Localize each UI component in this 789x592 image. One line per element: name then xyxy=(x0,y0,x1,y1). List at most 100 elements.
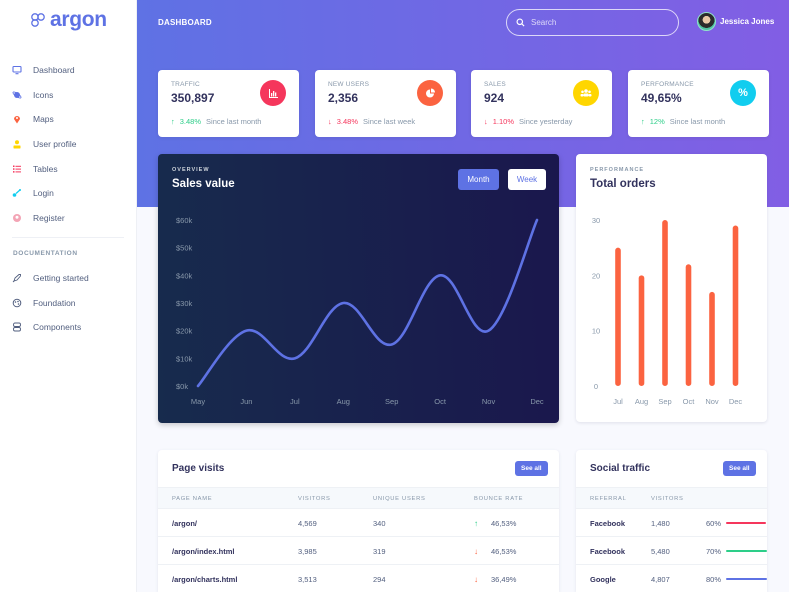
svg-text:Oct: Oct xyxy=(434,397,447,406)
sidebar-item-getting-started[interactable]: Getting started xyxy=(0,266,137,291)
circle-user-icon xyxy=(12,213,22,223)
bounce-rate: 46,53% xyxy=(491,519,517,528)
svg-text:$60k: $60k xyxy=(176,216,193,225)
sidebar-item-label: Maps xyxy=(33,114,54,125)
pin-icon xyxy=(12,114,22,124)
percent: 60% xyxy=(706,519,722,528)
stat-change: 1.10% xyxy=(492,117,515,126)
brand-logo[interactable]: argon xyxy=(30,8,107,32)
bounce-rate: 46,53% xyxy=(491,547,517,556)
page-visits-card: Page visits See all PAGE NAME VISITORS U… xyxy=(158,450,559,592)
visitors: 4,569 xyxy=(298,519,317,528)
sidebar-item-components[interactable]: Components xyxy=(0,315,137,340)
user-icon xyxy=(12,139,22,149)
see-all-button[interactable]: See all xyxy=(723,461,756,476)
progress-bar xyxy=(726,578,767,580)
stat-since: Since last week xyxy=(363,117,416,126)
svg-text:30: 30 xyxy=(592,216,600,225)
sidebar-item-maps[interactable]: Maps xyxy=(0,107,137,132)
sidebar-item-label: Getting started xyxy=(33,273,89,284)
svg-text:20: 20 xyxy=(592,271,600,280)
progress-bar xyxy=(726,550,767,552)
stat-footer: ↓ 1.10% Since yesterday xyxy=(484,117,572,126)
sales-value-card: $0k $10k $20k $30k $40k $50k $60k May Jun Jul Aug S… xyxy=(158,154,559,423)
palette-icon xyxy=(12,298,22,308)
stat-value: 924 xyxy=(484,91,505,105)
visitors: 5,480 xyxy=(651,547,670,556)
svg-text:Aug: Aug xyxy=(635,397,648,406)
column-header: VISITORS xyxy=(651,496,684,502)
stat-title: PERFORMANCE xyxy=(641,81,694,88)
sidebar-item-login[interactable]: Login xyxy=(0,181,137,206)
visitors: 4,807 xyxy=(651,575,670,584)
column-header: VISITORS xyxy=(298,496,331,502)
users-icon xyxy=(573,80,599,106)
orders-bar-chart: 0 10 20 30 Jul Aug Sep Oct Nov Dec xyxy=(592,216,743,406)
brand-name: argon xyxy=(50,8,107,31)
week-toggle-button[interactable]: Week xyxy=(508,169,546,190)
stat-card-performance: PERFORMANCE 49,65% % ↑ 12% Since last mo… xyxy=(628,70,769,137)
see-all-button[interactable]: See all xyxy=(515,461,548,476)
svg-text:$0k: $0k xyxy=(176,382,188,391)
user-name: Jessica Jones xyxy=(720,17,775,26)
page-title[interactable]: DASHBOARD xyxy=(158,18,212,27)
arrow-up-icon: ↑ xyxy=(474,519,478,528)
svg-text:May: May xyxy=(191,397,205,406)
stat-title: TRAFFIC xyxy=(171,81,200,88)
arrow-up-icon: ↑ xyxy=(171,117,175,126)
svg-text:Sep: Sep xyxy=(385,397,398,406)
sidebar-nav: Dashboard Icons Maps User profile Tables… xyxy=(0,58,137,230)
total-orders-card: 0 10 20 30 Jul Aug Sep Oct Nov Dec PERFORMANCE To… xyxy=(576,154,767,422)
chart-pie-icon xyxy=(417,80,443,106)
svg-text:$20k: $20k xyxy=(176,327,193,336)
sidebar-item-label: Register xyxy=(33,212,65,223)
sidebar-item-tables[interactable]: Tables xyxy=(0,156,137,181)
arrow-down-icon: ↓ xyxy=(328,117,332,126)
stat-footer: ↓ 3.48% Since last week xyxy=(328,117,415,126)
sidebar-item-user-profile[interactable]: User profile xyxy=(0,132,137,157)
sidebar: argon Dashboard Icons Maps User profile … xyxy=(0,0,137,592)
column-header: PAGE NAME xyxy=(172,496,213,502)
visitors: 3,513 xyxy=(298,575,317,584)
card-title: Page visits xyxy=(172,463,225,474)
referral: Facebook xyxy=(590,547,626,556)
sidebar-item-dashboard[interactable]: Dashboard xyxy=(0,58,137,83)
sidebar-item-label: Foundation xyxy=(33,297,76,308)
list-icon xyxy=(12,164,22,174)
visitors: 1,480 xyxy=(651,519,670,528)
stat-value: 350,897 xyxy=(171,91,215,105)
user-menu[interactable]: Jessica Jones xyxy=(697,12,774,31)
argon-logo-icon xyxy=(31,13,45,27)
column-header: BOUNCE RATE xyxy=(474,496,524,502)
planet-icon xyxy=(12,90,22,100)
svg-text:$10k: $10k xyxy=(176,354,193,363)
svg-text:Sep: Sep xyxy=(658,397,671,406)
progress-bar xyxy=(726,522,766,524)
rocket-icon xyxy=(12,273,22,283)
page-name: /argon/index.html xyxy=(172,547,235,556)
search-box[interactable] xyxy=(506,9,679,36)
sidebar-item-foundation[interactable]: Foundation xyxy=(0,291,137,316)
stat-title: SALES xyxy=(484,81,506,88)
percent-icon: % xyxy=(730,80,756,106)
stat-card-traffic: TRAFFIC 350,897 ↑ 3.48% Since last month xyxy=(158,70,299,137)
card-overline: PERFORMANCE xyxy=(590,167,645,173)
month-toggle-button[interactable]: Month xyxy=(458,169,499,190)
tv-icon xyxy=(12,65,22,75)
sidebar-item-register[interactable]: Register xyxy=(0,206,137,231)
social-traffic-card: Social traffic See all REFERRAL VISITORS… xyxy=(576,450,767,592)
stat-since: Since last month xyxy=(206,117,262,126)
avatar xyxy=(697,12,716,31)
stat-change: 3.48% xyxy=(179,117,202,126)
table-row: Facebook 1,480 60% xyxy=(576,509,767,537)
percent: 70% xyxy=(706,547,722,556)
search-input[interactable] xyxy=(531,18,661,27)
table-row: Google 4,807 80% xyxy=(576,565,767,592)
sidebar-item-icons[interactable]: Icons xyxy=(0,83,137,108)
stat-since: Since last month xyxy=(669,117,726,126)
stat-card-new-users: NEW USERS 2,356 ↓ 3.48% Since last week xyxy=(315,70,456,137)
stat-value: 49,65% xyxy=(641,91,682,105)
stat-change: 3.48% xyxy=(336,117,359,126)
sidebar-item-label: Dashboard xyxy=(33,65,75,76)
table-row: /argon/charts.html 3,513 294 ↓ 36,49% xyxy=(158,565,559,592)
